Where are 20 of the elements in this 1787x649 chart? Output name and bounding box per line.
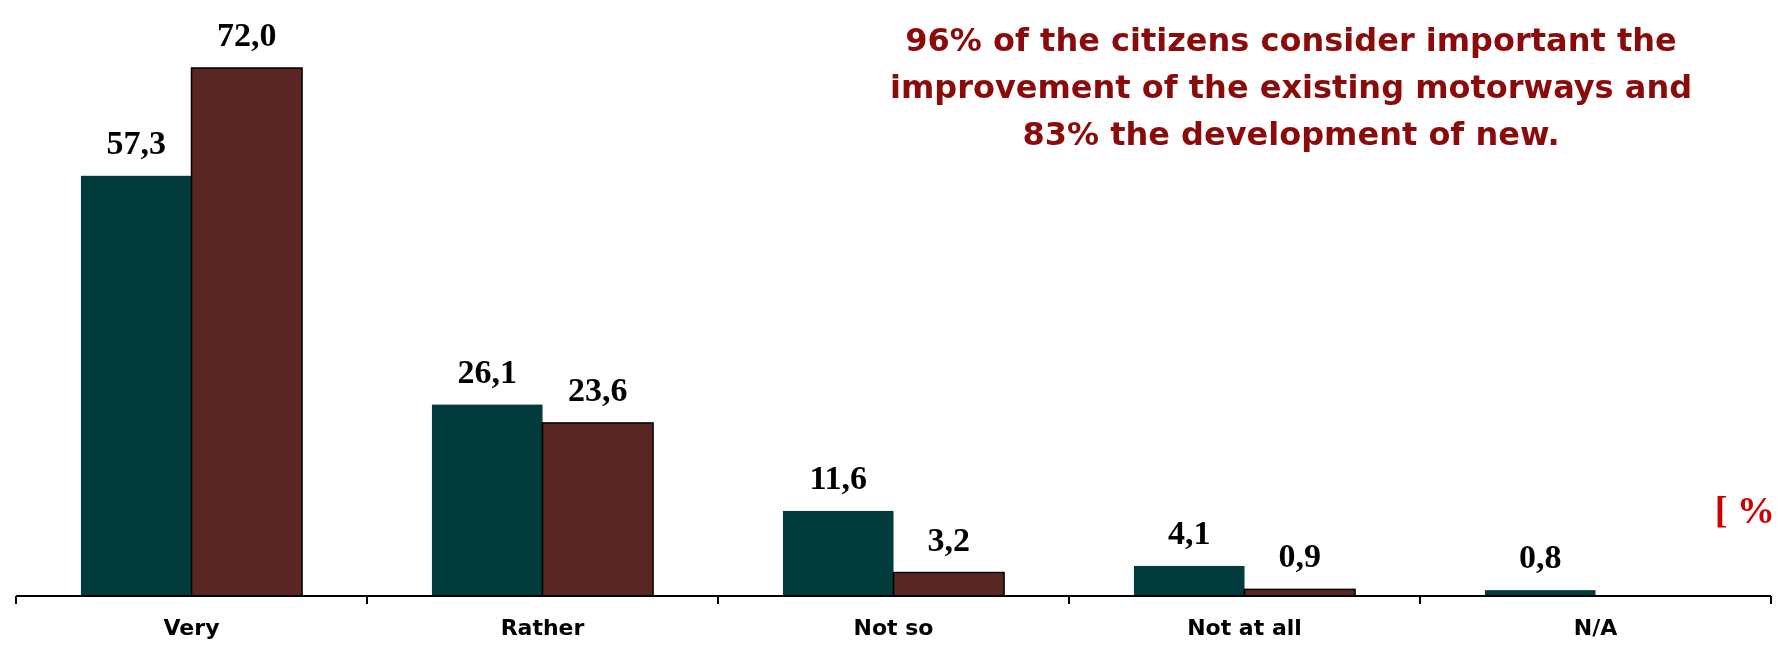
- data-label: 3,2: [927, 520, 971, 558]
- annotation: [ %: [1714, 489, 1775, 531]
- x-tick-label: Very: [163, 615, 220, 640]
- bar: [1133, 565, 1245, 596]
- x-tick-label: Not so: [853, 615, 934, 640]
- data-label: 72,0: [217, 16, 277, 53]
- data-label: 57,3: [106, 123, 166, 161]
- bar: [431, 404, 543, 596]
- data-label: 23,6: [568, 370, 628, 408]
- data-label: 4,1: [1167, 513, 1211, 551]
- bar: [782, 510, 894, 596]
- x-tick-label: N/A: [1573, 615, 1618, 640]
- data-label: 11,6: [809, 458, 868, 496]
- chart-title: 96% of the citizens consider important the improvement of the existing motorways and 83% the development of new.: [889, 21, 1693, 153]
- bar: [80, 175, 192, 596]
- x-tick-label: Rather: [500, 615, 585, 640]
- data-label: 26,1: [457, 352, 517, 390]
- data-label: 0,8: [1518, 538, 1562, 576]
- data-label: 0,9: [1278, 537, 1322, 575]
- x-tick-label: Not at all: [1187, 615, 1302, 640]
